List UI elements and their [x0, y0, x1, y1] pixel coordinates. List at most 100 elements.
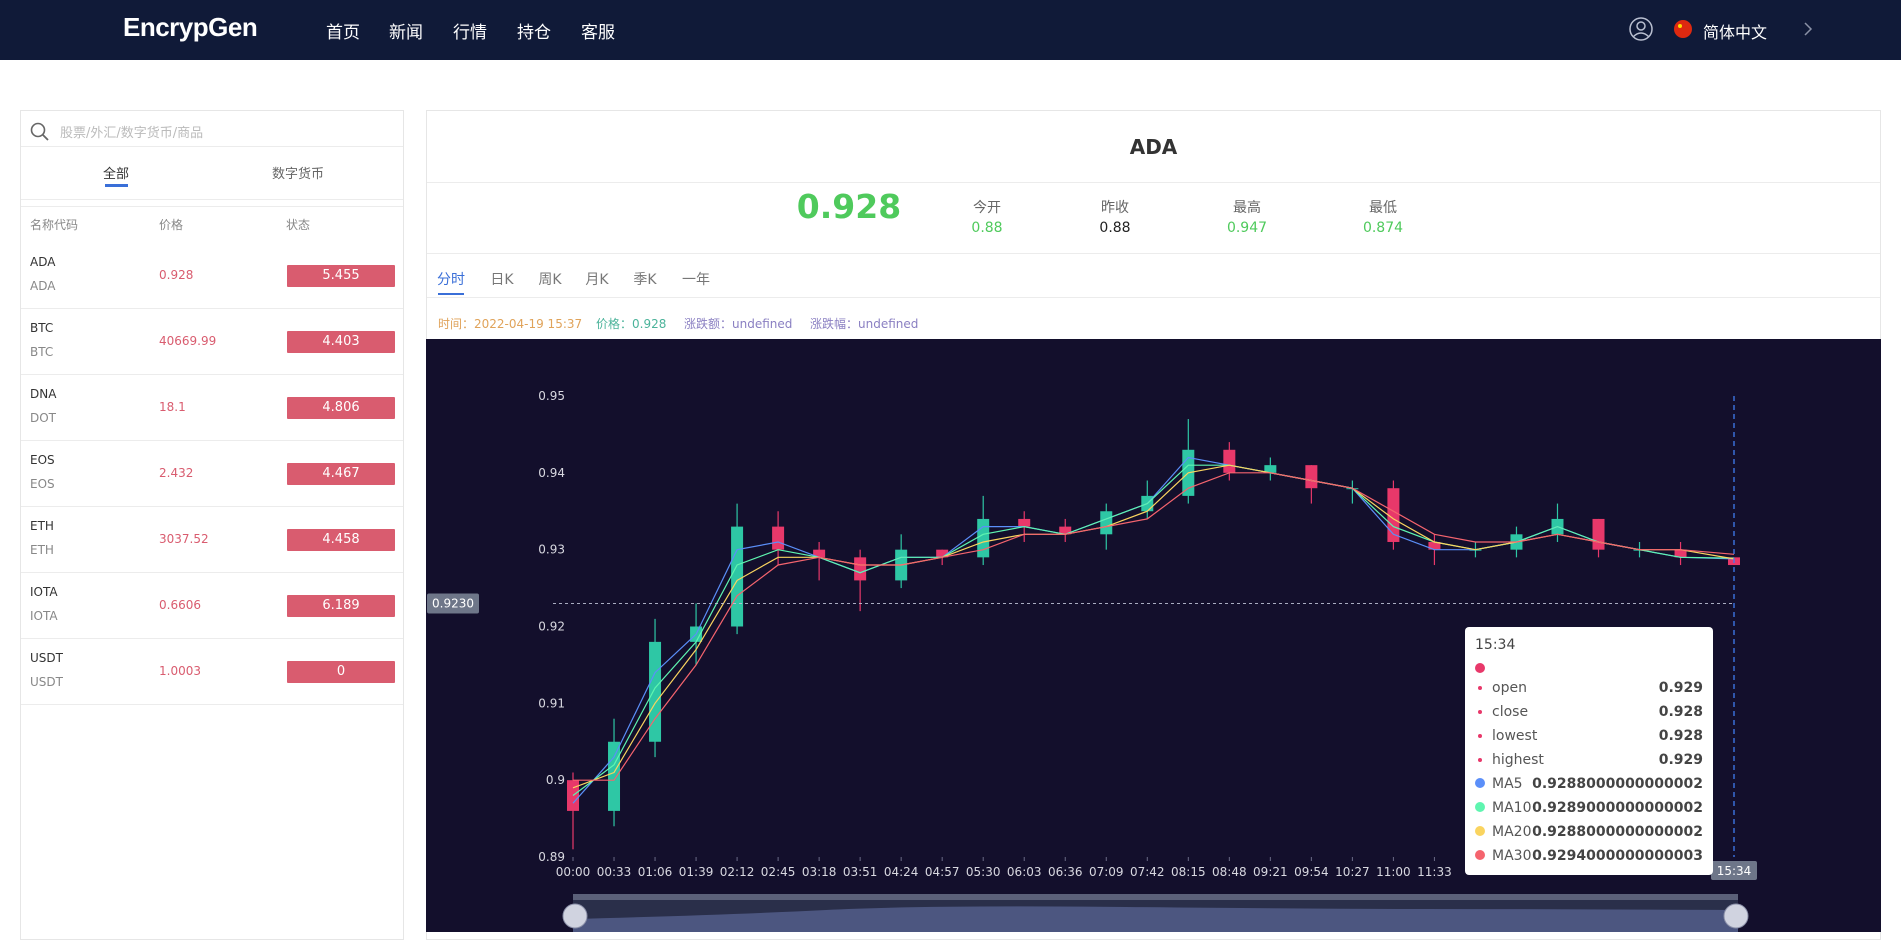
period-tab[interactable]: 日K	[490, 272, 514, 288]
row-change: 4.467	[287, 463, 395, 485]
row-change: 6.189	[287, 595, 395, 617]
user-icon-body	[1632, 32, 1650, 38]
brand[interactable]: EncrypGen	[123, 12, 258, 42]
candle-body	[1305, 465, 1318, 489]
slider-handle[interactable]	[1723, 903, 1749, 929]
tooltip-bullet	[1478, 686, 1482, 690]
y-tick-label: 0.95	[538, 389, 565, 403]
info-text: 涨跌额：undefined	[684, 317, 793, 331]
candle-body	[1387, 488, 1400, 542]
y-tick-label: 0.9	[546, 773, 565, 787]
x-tick-label: 04:24	[884, 865, 919, 879]
y-tick-label: 0.94	[538, 466, 565, 480]
nav-link[interactable]: 首页	[326, 23, 360, 43]
divider	[427, 297, 1880, 298]
period-tab[interactable]: 月K	[585, 272, 609, 288]
top-bar: EncrypGen 简体中文 首页 新闻 行情 持仓 客服	[0, 0, 1901, 60]
stat-label: 最低	[1369, 200, 1397, 216]
row-change: 4.806	[287, 397, 395, 419]
x-tick-label: 06:36	[1048, 865, 1083, 879]
x-tick-label: 07:42	[1130, 865, 1165, 879]
crosshair-y-label: 0.9230	[432, 596, 474, 610]
tooltip-label: close	[1492, 704, 1528, 720]
tooltip-series-dot	[1475, 778, 1485, 788]
nav-link[interactable]: 行情	[453, 23, 487, 43]
sidebar: 股票/外汇/数字货币/商品 全部 数字货币 名称代码 价格 状态 ADA ADA 0.928 5…	[20, 110, 404, 940]
search-input[interactable]: 股票/外汇/数字货币/商品	[60, 126, 204, 141]
x-tick-label: 06:03	[1007, 865, 1042, 879]
slider-handle[interactable]	[562, 903, 588, 929]
ma-line	[573, 472, 1735, 781]
row-name[interactable]: DNA	[30, 387, 57, 401]
crosshair-x-box	[1711, 861, 1757, 880]
row-name[interactable]: ADA	[30, 255, 56, 269]
tooltip-value: 0.929	[1659, 752, 1703, 768]
stat-label: 昨收	[1101, 200, 1129, 216]
divider	[21, 440, 403, 441]
nav-link[interactable]: 客服	[581, 23, 615, 43]
row-name[interactable]: BTC	[30, 321, 54, 335]
row-name[interactable]: IOTA	[30, 585, 58, 599]
info-text: 涨跌幅：undefined	[810, 317, 919, 331]
tooltip-series-name: MA5	[1492, 776, 1523, 792]
candle-body	[1674, 549, 1687, 558]
row-price: 0.928	[159, 268, 194, 282]
period-tab[interactable]: 分时	[437, 272, 465, 288]
column-header: 价格	[159, 218, 184, 232]
row-change: 4.458	[287, 529, 395, 551]
x-tick-label: 04:57	[925, 865, 960, 879]
divider	[21, 572, 403, 573]
period-tab[interactable]: 周K	[538, 272, 562, 288]
row-price: 40669.99	[159, 334, 217, 348]
divider	[21, 704, 403, 705]
divider	[427, 253, 1880, 254]
candle-body	[936, 549, 949, 558]
crosshair-y-box	[427, 593, 479, 614]
row-price: 1.0003	[159, 664, 201, 678]
nav-link[interactable]: 持仓	[517, 23, 551, 43]
info-text: 时间：2022-04-19 15:37	[438, 317, 583, 331]
tooltip-bullet	[1478, 734, 1482, 738]
row-price: 2.432	[159, 466, 194, 480]
stat-label: 最高	[1233, 200, 1261, 216]
language[interactable]: 简体中文	[1703, 23, 1768, 42]
row-name[interactable]: EOS	[30, 453, 55, 467]
nav-link[interactable]: 新闻	[389, 23, 423, 43]
candle-body	[772, 526, 785, 550]
flag-icon	[1674, 20, 1692, 38]
row-price: 3037.52	[159, 532, 209, 546]
tooltip-value: 0.928	[1659, 704, 1703, 720]
period-tab[interactable]: 一年	[682, 272, 710, 288]
candle-body	[1592, 518, 1605, 550]
arrow-icon[interactable]	[1804, 22, 1813, 36]
x-tick-label: 11:33	[1417, 865, 1452, 879]
divider	[21, 638, 403, 639]
divider	[21, 146, 403, 147]
tooltip-label: highest	[1492, 752, 1544, 768]
x-tick-label: 08:15	[1171, 865, 1206, 879]
candle-body	[1018, 518, 1031, 527]
sidebar-tab[interactable]: 全部	[102, 167, 130, 182]
period-tab[interactable]: 季K	[633, 272, 657, 288]
tab-underline	[438, 293, 464, 295]
candle-body	[1059, 526, 1072, 535]
tooltip-series-dot	[1475, 802, 1485, 812]
row-code: IOTA	[30, 609, 58, 623]
y-tick-label: 0.92	[538, 620, 565, 634]
row-name[interactable]: ETH	[30, 519, 54, 533]
tooltip-value: 0.928	[1659, 728, 1703, 744]
x-tick-label: 11:00	[1376, 865, 1411, 879]
tooltip-series-name: MA20	[1492, 824, 1531, 840]
x-tick-label: 03:51	[843, 865, 878, 879]
tooltip-bullet	[1478, 758, 1482, 762]
tooltip-series-value: 0.9294000000000003	[1532, 848, 1703, 864]
sidebar-tab[interactable]: 数字货币	[271, 167, 325, 182]
stat-label: 今开	[973, 200, 1001, 216]
candle-body	[854, 557, 867, 581]
candle-body	[567, 780, 579, 811]
row-name[interactable]: USDT	[30, 651, 63, 665]
row-price: 0.6606	[159, 598, 201, 612]
user-icon[interactable]	[1629, 17, 1653, 41]
candle-body	[1100, 511, 1113, 535]
x-tick-label: 00:33	[597, 865, 632, 879]
